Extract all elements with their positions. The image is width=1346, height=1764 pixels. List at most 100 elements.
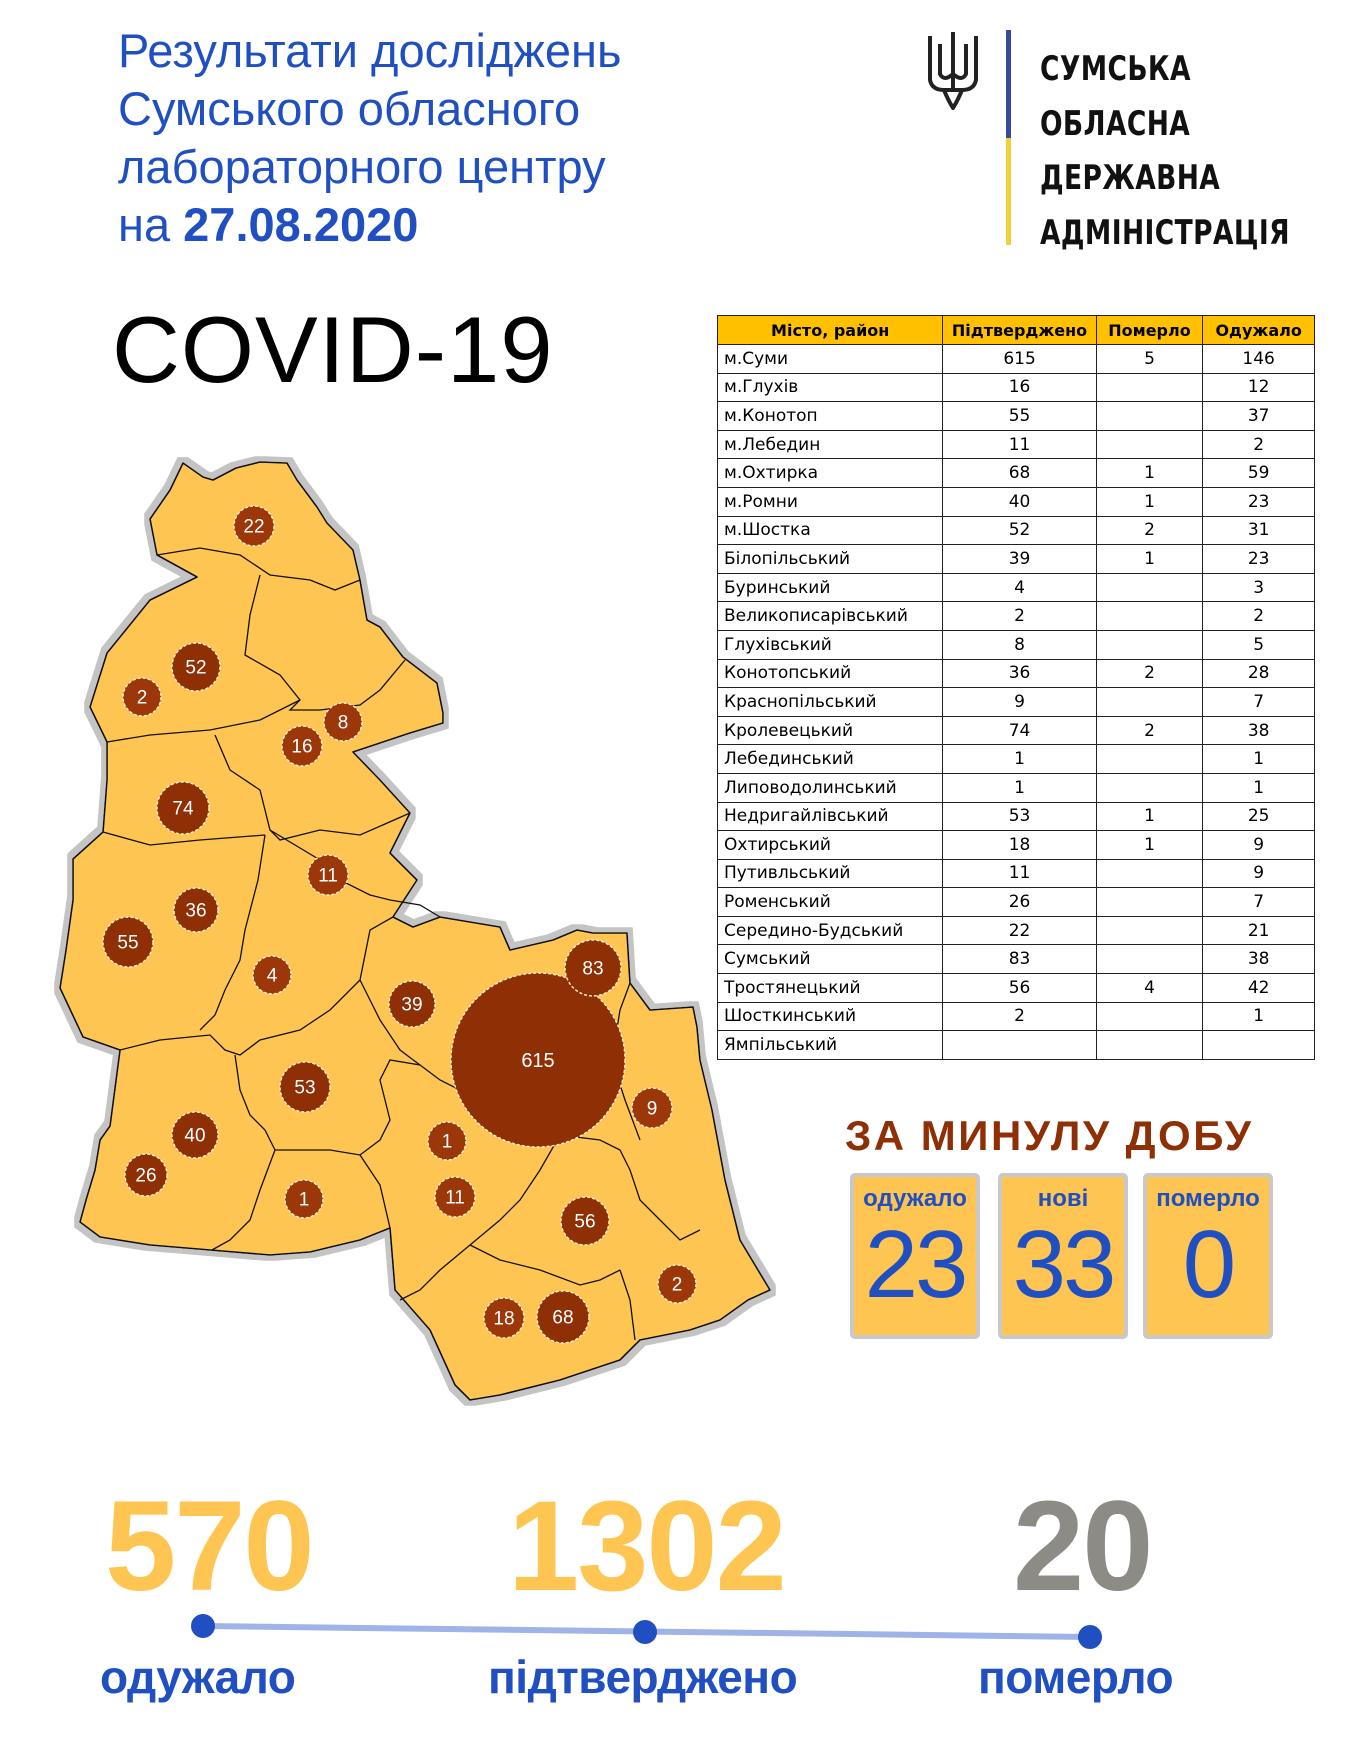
cell-deaths bbox=[1095, 744, 1204, 774]
case-count-label: 74 bbox=[172, 799, 194, 820]
cell-confirmed: 9 bbox=[942, 687, 1097, 717]
case-circle bbox=[252, 955, 292, 995]
case-count-label: 615 bbox=[521, 1050, 554, 1072]
table-row: Краснопільський 9 7 bbox=[716, 687, 1315, 717]
total-recovered-label: одужало bbox=[100, 1651, 296, 1703]
case-count-label: 83 bbox=[582, 959, 603, 980]
case-marker: 39 bbox=[388, 980, 436, 1028]
case-count-label: 9 bbox=[647, 1099, 658, 1120]
cell-city: Недригайлівський bbox=[716, 801, 944, 832]
case-count-label: 40 bbox=[184, 1126, 205, 1147]
daily-recovered-box: одужало 23 bbox=[850, 1173, 980, 1339]
cell-deaths bbox=[1095, 887, 1204, 917]
cell-confirmed: 68 bbox=[942, 458, 1097, 488]
case-count-label: 55 bbox=[117, 933, 138, 954]
case-circle bbox=[171, 1111, 219, 1159]
cell-recovered: 9 bbox=[1202, 830, 1315, 860]
cell-city: Кролевецький bbox=[716, 715, 944, 746]
timeline-dot-confirmed bbox=[633, 1620, 657, 1644]
case-count-label: 56 bbox=[574, 1212, 595, 1233]
case-circle bbox=[450, 972, 626, 1148]
case-count-label: 36 bbox=[185, 901, 206, 922]
case-circle bbox=[560, 1196, 610, 1246]
case-circle bbox=[279, 1061, 331, 1113]
cell-city: м.Глухів bbox=[716, 372, 944, 403]
case-marker: 26 bbox=[124, 1153, 168, 1197]
cell-confirmed: 22 bbox=[942, 915, 1097, 946]
case-marker: 1 bbox=[427, 1121, 467, 1161]
table-row: Конотопський 36 2 28 bbox=[716, 658, 1315, 689]
table-row: Тростянецький 56 4 42 bbox=[716, 973, 1315, 1003]
cases-table: Місто, район Підтверджено Померло Одужал… bbox=[716, 315, 1315, 1060]
cell-city: Краснопільський bbox=[716, 687, 944, 717]
cell-confirmed: 11 bbox=[942, 858, 1097, 889]
logo-bar-blue bbox=[1006, 30, 1011, 138]
cell-city: Білопільський bbox=[716, 544, 944, 574]
table-row: м.Суми 615 5 146 bbox=[716, 344, 1315, 374]
case-count-label: 2 bbox=[672, 1275, 683, 1296]
cell-deaths: 2 bbox=[1095, 658, 1204, 689]
case-circle bbox=[122, 677, 162, 717]
table-row: Буринський 4 3 bbox=[716, 572, 1315, 603]
organization-name: СУМСЬКА ОБЛАСНА ДЕРЖАВНА АДМІНІСТРАЦІЯ bbox=[1040, 42, 1290, 260]
logo-flag-bar bbox=[1006, 30, 1011, 245]
cell-city: м.Суми bbox=[716, 344, 944, 374]
table-row: Охтирський 18 1 9 bbox=[716, 830, 1315, 860]
title-line-1: Результати досліджень bbox=[118, 24, 622, 77]
case-count-label: 68 bbox=[552, 1308, 573, 1329]
table-row: Лебединський 1 1 bbox=[716, 744, 1315, 774]
cell-deaths bbox=[1095, 429, 1204, 460]
cell-city: Тростянецький bbox=[716, 973, 944, 1003]
cell-city: Середино-Будський bbox=[716, 915, 944, 946]
table-row: Ямпільський bbox=[716, 1030, 1315, 1060]
title-date-line: на 27.08.2020 bbox=[118, 196, 621, 254]
table-row: Середино-Будський 22 21 bbox=[716, 915, 1315, 946]
cell-recovered: 9 bbox=[1202, 858, 1315, 889]
cell-deaths bbox=[1095, 629, 1204, 660]
cell-confirmed: 40 bbox=[942, 486, 1097, 517]
case-circle bbox=[388, 980, 436, 1028]
table-row: м.Конотоп 55 37 bbox=[716, 401, 1315, 431]
case-count-label: 2 bbox=[137, 688, 148, 709]
cell-recovered: 31 bbox=[1202, 515, 1315, 546]
case-marker: 9 bbox=[631, 1087, 673, 1129]
cell-confirmed: 39 bbox=[942, 544, 1097, 574]
cell-recovered: 21 bbox=[1202, 915, 1315, 946]
cell-deaths bbox=[1095, 944, 1204, 975]
case-marker: 83 bbox=[564, 939, 622, 997]
timeline-dot-deaths bbox=[1078, 1625, 1102, 1649]
case-marker: 74 bbox=[156, 781, 210, 835]
district-borders bbox=[102, 547, 701, 1341]
cell-city: Лебединський bbox=[716, 744, 944, 774]
timeline-line bbox=[202, 1623, 1091, 1640]
case-count-label: 4 bbox=[267, 966, 278, 987]
cell-deaths bbox=[1095, 572, 1204, 603]
cell-deaths: 1 bbox=[1095, 486, 1204, 517]
daily-new-box: нові 33 bbox=[998, 1173, 1128, 1339]
daily-new-label: нові bbox=[1037, 1185, 1089, 1212]
table-row: Роменський 26 7 bbox=[716, 887, 1315, 917]
table-row: Кролевецький 74 2 38 bbox=[716, 715, 1315, 746]
case-marker: 8 bbox=[323, 702, 363, 742]
case-circle bbox=[307, 854, 349, 896]
case-marker: 68 bbox=[536, 1290, 590, 1344]
cell-confirmed: 1 bbox=[942, 744, 1097, 774]
subject-heading: COVID-19 bbox=[112, 297, 554, 402]
cell-recovered: 5 bbox=[1202, 629, 1315, 660]
table-row: м.Лебедин 11 2 bbox=[716, 429, 1315, 460]
cell-city: Роменський bbox=[716, 887, 944, 917]
case-marker: 56 bbox=[560, 1196, 610, 1246]
cell-recovered: 1 bbox=[1202, 744, 1315, 774]
case-circle bbox=[171, 642, 221, 692]
case-circle bbox=[483, 1297, 525, 1339]
cell-deaths bbox=[1095, 687, 1204, 717]
cell-recovered: 2 bbox=[1202, 429, 1315, 460]
daily-title: ЗА МИНУЛУ ДОБУ bbox=[845, 1112, 1254, 1159]
cell-confirmed: 83 bbox=[942, 944, 1097, 975]
table-row: Недригайлівський 53 1 25 bbox=[716, 801, 1315, 832]
cell-deaths: 5 bbox=[1095, 344, 1204, 374]
cell-confirmed: 36 bbox=[942, 658, 1097, 689]
table-row: Липоводолинський 1 1 bbox=[716, 772, 1315, 803]
